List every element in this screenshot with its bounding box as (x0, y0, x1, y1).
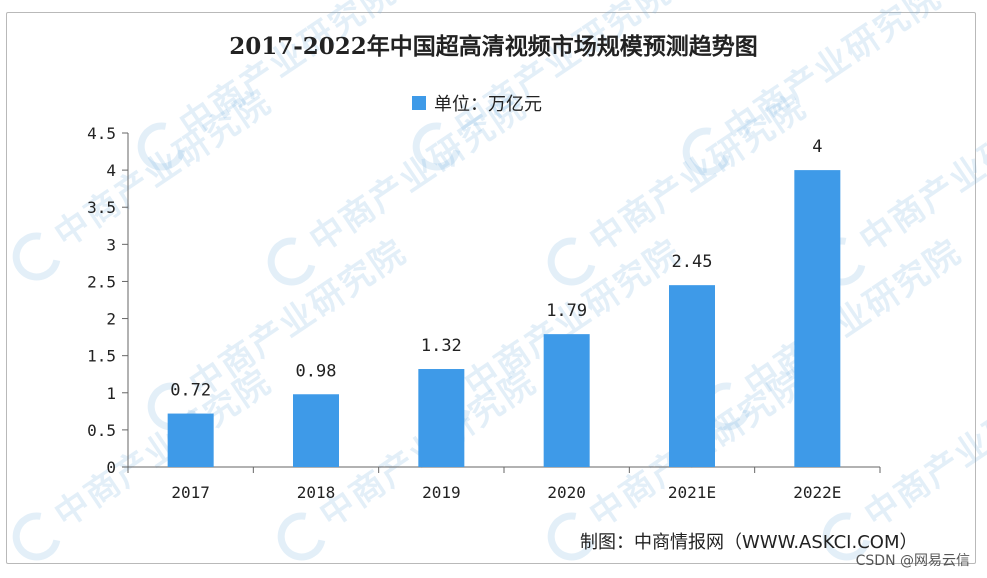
y-tick-label: 4.5 (87, 124, 116, 143)
bar (669, 285, 715, 467)
y-tick-label: 3 (106, 235, 116, 254)
chart-title: 2017-2022年中国超高清视频市场规模预测趋势图 (229, 33, 758, 60)
y-tick-label: 2.5 (87, 272, 116, 291)
bar (418, 369, 465, 467)
bar (167, 413, 214, 467)
y-tick-label: 1.5 (87, 347, 116, 366)
x-category-label: 2019 (422, 483, 461, 502)
bar-value-label: 1.79 (546, 301, 587, 321)
bar-value-label: 4 (812, 137, 822, 157)
bar-value-label: 0.98 (296, 361, 337, 381)
bar (543, 334, 590, 467)
y-tick-label: 0 (106, 458, 116, 477)
bar (293, 394, 339, 467)
x-category-label: 2022E (793, 483, 841, 502)
legend-swatch (412, 96, 426, 110)
y-tick-label: 4 (106, 161, 116, 180)
x-category-label: 2017 (171, 483, 210, 502)
bar-value-label: 2.45 (672, 252, 713, 272)
y-tick-label: 3.5 (87, 198, 116, 217)
legend-label: 单位：万亿元 (434, 94, 542, 115)
y-tick-label: 1 (106, 384, 116, 403)
bar-value-label: 1.32 (421, 336, 462, 356)
y-tick-label: 0.5 (87, 421, 116, 440)
bar-value-label: 0.72 (170, 381, 211, 401)
y-tick-label: 2 (106, 310, 116, 329)
x-category-label: 2021E (668, 483, 716, 502)
bar (794, 170, 841, 467)
chart-legend: 单位：万亿元 (412, 92, 542, 115)
platform-credit: CSDN @网易云信 (855, 553, 970, 569)
x-category-label: 2018 (297, 483, 336, 502)
x-category-label: 2020 (547, 483, 586, 502)
source-note: 制图：中商情报网（WWW.ASKCI.COM） (580, 532, 918, 553)
